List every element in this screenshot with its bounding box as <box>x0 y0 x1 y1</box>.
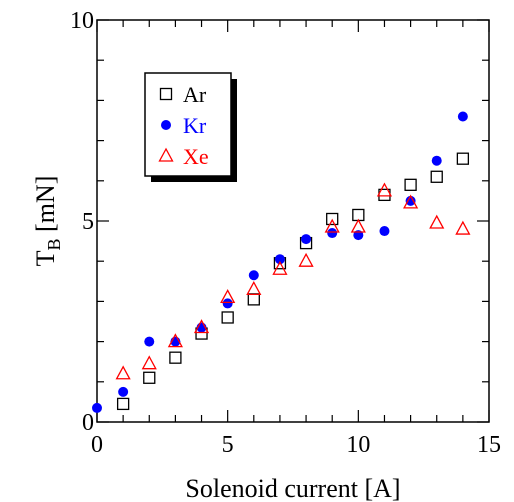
data-point-xe <box>403 194 419 209</box>
data-point-kr <box>431 155 442 166</box>
data-point-kr <box>118 386 129 397</box>
legend-marker-kr <box>161 120 171 130</box>
data-point-xe <box>455 220 471 235</box>
legend-marker-ar <box>159 87 173 101</box>
series-kr <box>92 111 468 413</box>
y-tick-label: 5 <box>82 209 94 235</box>
axis-tick-labels: 0 5 10 15 0 5 10 <box>70 8 501 458</box>
data-point-kr <box>274 254 285 265</box>
legend-label-xe: Xe <box>183 144 209 169</box>
y-tick-label: 10 <box>70 8 94 34</box>
data-point-ar <box>143 371 156 384</box>
data-point-ar <box>116 397 130 411</box>
data-point-xe <box>272 260 288 275</box>
y-axis-label-unit: [mN] <box>31 176 60 239</box>
legend-marker-xe <box>158 147 174 162</box>
data-point-xe <box>115 365 131 380</box>
data-point-kr <box>222 298 233 309</box>
data-point-ar <box>430 170 443 183</box>
data-point-kr <box>327 228 338 239</box>
y-axis-label-subscript: B <box>44 238 64 250</box>
x-tick-label: 0 <box>91 432 103 458</box>
data-point-kr <box>248 270 259 281</box>
data-point-ar <box>221 311 234 324</box>
data-point-kr <box>144 336 155 347</box>
data-point-xe <box>141 355 157 370</box>
data-point-xe <box>167 333 183 348</box>
data-point-ar <box>456 152 470 165</box>
data-point-xe <box>246 280 262 295</box>
x-tick-label: 15 <box>477 432 501 458</box>
data-point-xe <box>193 319 210 334</box>
x-tick-label: 5 <box>222 432 234 458</box>
data-point-ar <box>404 178 417 191</box>
data-point-xe <box>298 252 314 267</box>
data-point-ar <box>247 293 260 306</box>
legend-entries: Ar Kr Xe <box>158 82 209 169</box>
data-point-xe <box>376 182 393 197</box>
y-axis-label: TB [mN] <box>31 176 64 267</box>
y-axis-label-main: T <box>31 250 60 266</box>
data-point-kr <box>457 111 468 122</box>
series-ar <box>116 152 470 411</box>
x-axis-label: Solenoid current [A] <box>185 474 400 502</box>
data-point-xe <box>429 214 445 229</box>
series-xe <box>115 182 471 380</box>
data-point-xe <box>350 218 366 233</box>
data-points <box>92 111 471 413</box>
data-point-ar <box>169 351 182 364</box>
data-point-xe <box>220 289 236 304</box>
y-tick-label: 0 <box>82 410 94 436</box>
data-point-kr <box>379 226 390 237</box>
data-point-kr <box>301 234 312 245</box>
legend-box <box>144 72 232 177</box>
axis-ticks <box>96 19 490 423</box>
data-point-kr <box>92 402 102 413</box>
legend: Ar Kr Xe <box>144 72 237 182</box>
legend-label-ar: Ar <box>183 82 207 107</box>
data-point-kr <box>405 195 416 206</box>
data-point-xe <box>324 218 340 233</box>
data-point-ar <box>326 212 339 226</box>
x-tick-label: 10 <box>346 432 370 458</box>
legend-label-kr: Kr <box>183 113 207 138</box>
